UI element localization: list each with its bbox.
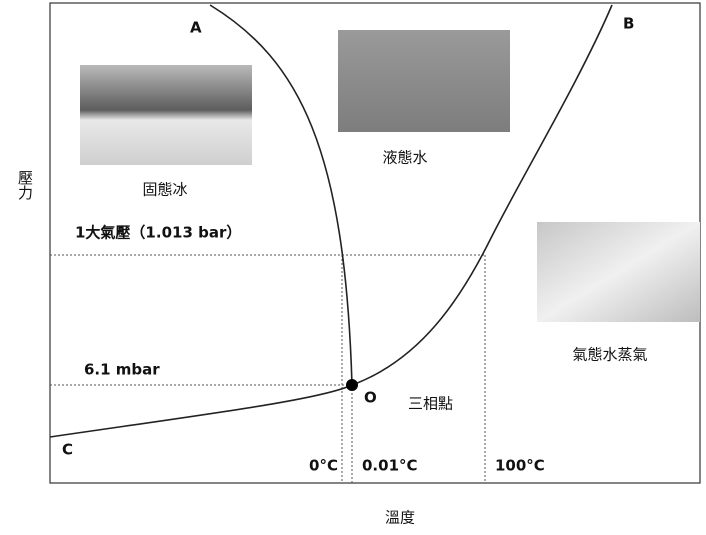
page: A B C O 三相點 固態冰 液態水 氣態水蒸氣 1大氣壓（1.013 bar… xyxy=(0,0,706,535)
triple-point-dot xyxy=(346,379,358,391)
water-photo xyxy=(338,30,510,132)
temperature-label: 0°C xyxy=(309,457,338,475)
pressure-label: 6.1 mbar xyxy=(84,361,160,379)
x-axis-label: 溫度 xyxy=(385,509,415,527)
point-label: O xyxy=(364,389,377,407)
pressure-label: 1大氣壓（1.013 bar） xyxy=(75,224,241,242)
temperature-label: 0.01°C xyxy=(362,457,418,475)
temperature-label: 100°C xyxy=(495,457,545,475)
point-label: A xyxy=(190,19,202,37)
phase-diagram: A B C O 三相點 固態冰 液態水 氣態水蒸氣 1大氣壓（1.013 bar… xyxy=(0,0,706,531)
phase-label: 液態水 xyxy=(382,149,427,167)
y-axis-label: 壓力 xyxy=(16,170,34,201)
ice-photo xyxy=(80,65,252,165)
triple-point-label: 三相點 xyxy=(408,395,453,413)
point-label: B xyxy=(623,15,634,33)
point-label: C xyxy=(62,441,73,459)
phase-label: 氣態水蒸氣 xyxy=(572,346,647,364)
phase-label: 固態冰 xyxy=(142,181,187,199)
vapor-photo xyxy=(537,222,700,322)
sublimation-curve xyxy=(50,385,352,437)
melting-curve xyxy=(210,5,352,385)
